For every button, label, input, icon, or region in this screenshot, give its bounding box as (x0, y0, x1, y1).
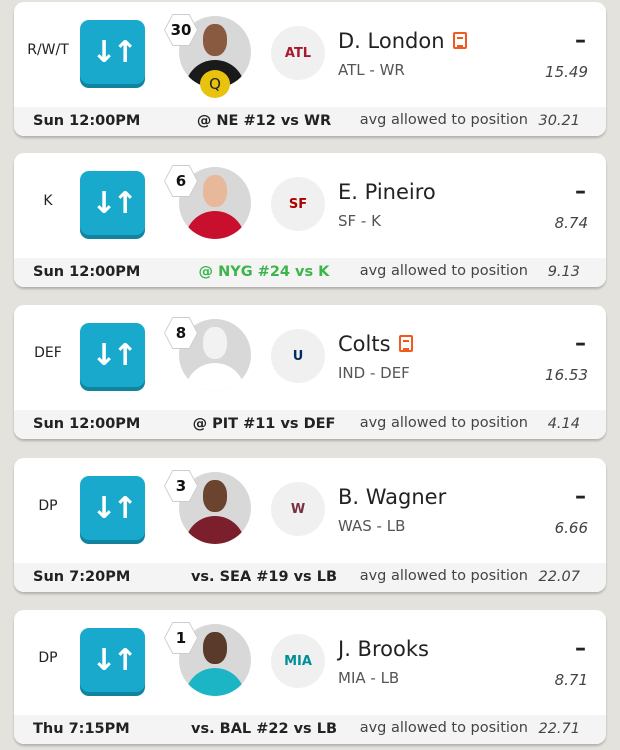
player-name-text[interactable]: Colts (338, 332, 391, 356)
roster-slot: DP (38, 498, 58, 514)
projection: 8.71 (554, 671, 588, 689)
player-card[interactable]: R/W/T ↓↑ 30 Q ATL D. London ATL - WR – 1… (14, 2, 606, 136)
matchup: @ NYG #24 vs K (198, 264, 330, 280)
avg-allowed-label: avg allowed to position (359, 263, 528, 279)
player-card[interactable]: DP ↓↑ 1 MIA J. Brooks MIA - LB – 8.71 Th… (14, 610, 606, 744)
player-name-text[interactable]: D. London (338, 29, 445, 53)
avg-allowed-value: 22.71 (538, 721, 580, 737)
news-icon[interactable] (452, 31, 467, 49)
score: – (575, 179, 586, 204)
player-card[interactable]: DP ↓↑ 3 W B. Wagner WAS - LB – 6.66 Sun … (14, 458, 606, 592)
player-name-text[interactable]: J. Brooks (338, 637, 429, 661)
avg-allowed-label: avg allowed to position (359, 720, 528, 736)
game-info-bar: Sun 12:00PM @ NE #12 vs WR avg allowed t… (14, 107, 606, 136)
matchup: @ NE #12 vs WR (196, 113, 332, 129)
swap-arrows-icon: ↓↑ (91, 34, 137, 70)
matchup: @ PIT #11 vs DEF (192, 416, 336, 432)
avg-allowed-value: 9.13 (547, 264, 580, 280)
swap-button[interactable]: ↓↑ (80, 20, 145, 84)
score: – (575, 484, 586, 509)
projection: 8.74 (554, 214, 588, 232)
roster-slot: K (43, 193, 53, 209)
player-name[interactable]: Colts (338, 332, 413, 356)
swap-arrows-icon: ↓↑ (91, 185, 137, 221)
score: – (575, 636, 586, 661)
roster-slot: DEF (34, 345, 62, 361)
player-card[interactable]: DEF ↓↑ 8 U Colts IND - DEF – 16.53 Sun 1… (14, 305, 606, 439)
swap-arrows-icon: ↓↑ (91, 490, 137, 526)
swap-arrows-icon: ↓↑ (91, 642, 137, 678)
game-time: Sun 12:00PM (33, 416, 141, 432)
team-logo: ATL (271, 26, 325, 80)
game-time: Sun 7:20PM (33, 569, 131, 585)
team-position: ATL - WR (338, 61, 405, 79)
team-logo: MIA (271, 634, 325, 688)
score: – (575, 28, 586, 53)
projection: 15.49 (545, 63, 588, 81)
player-name-text[interactable]: E. Pineiro (338, 180, 436, 204)
game-info-bar: Sun 12:00PM @ NYG #24 vs K avg allowed t… (14, 258, 606, 287)
game-info-bar: Thu 7:15PM vs. BAL #22 vs LB avg allowed… (14, 715, 606, 744)
player-name[interactable]: J. Brooks (338, 637, 429, 661)
team-logo: U (271, 329, 325, 383)
team-position: IND - DEF (338, 364, 410, 382)
matchup: vs. BAL #22 vs LB (191, 721, 337, 737)
player-name-text[interactable]: B. Wagner (338, 485, 447, 509)
injury-status-badge: Q (200, 70, 230, 98)
swap-button[interactable]: ↓↑ (80, 628, 145, 692)
projection: 16.53 (545, 366, 588, 384)
swap-button[interactable]: ↓↑ (80, 476, 145, 540)
swap-arrows-icon: ↓↑ (91, 337, 137, 373)
team-logo: W (271, 482, 325, 536)
roster-slot: R/W/T (27, 42, 69, 58)
player-headshot[interactable] (179, 472, 251, 544)
player-card[interactable]: K ↓↑ 6 SF E. Pineiro SF - K – 8.74 Sun 1… (14, 153, 606, 287)
team-position: MIA - LB (338, 669, 400, 687)
matchup: vs. SEA #19 vs LB (190, 569, 338, 585)
game-info-bar: Sun 12:00PM @ PIT #11 vs DEF avg allowed… (14, 410, 606, 439)
news-icon[interactable] (398, 334, 413, 352)
avg-allowed-value: 4.14 (547, 416, 580, 432)
swap-button[interactable]: ↓↑ (80, 171, 145, 235)
team-logo: SF (271, 177, 325, 231)
avg-allowed-label: avg allowed to position (359, 112, 528, 128)
projection: 6.66 (554, 519, 588, 537)
team-position: WAS - LB (338, 517, 406, 535)
player-name[interactable]: D. London (338, 29, 467, 53)
avg-allowed-value: 30.21 (538, 113, 580, 129)
avg-allowed-label: avg allowed to position (359, 568, 528, 584)
game-time: Thu 7:15PM (33, 721, 130, 737)
game-info-bar: Sun 7:20PM vs. SEA #19 vs LB avg allowed… (14, 563, 606, 592)
team-position: SF - K (338, 212, 381, 230)
game-time: Sun 12:00PM (33, 264, 141, 280)
swap-button[interactable]: ↓↑ (80, 323, 145, 387)
player-name[interactable]: E. Pineiro (338, 180, 436, 204)
roster-slot: DP (38, 650, 58, 666)
avg-allowed-label: avg allowed to position (359, 415, 528, 431)
avg-allowed-value: 22.07 (538, 569, 580, 585)
game-time: Sun 12:00PM (33, 113, 141, 129)
player-name[interactable]: B. Wagner (338, 485, 446, 509)
score: – (575, 331, 586, 356)
